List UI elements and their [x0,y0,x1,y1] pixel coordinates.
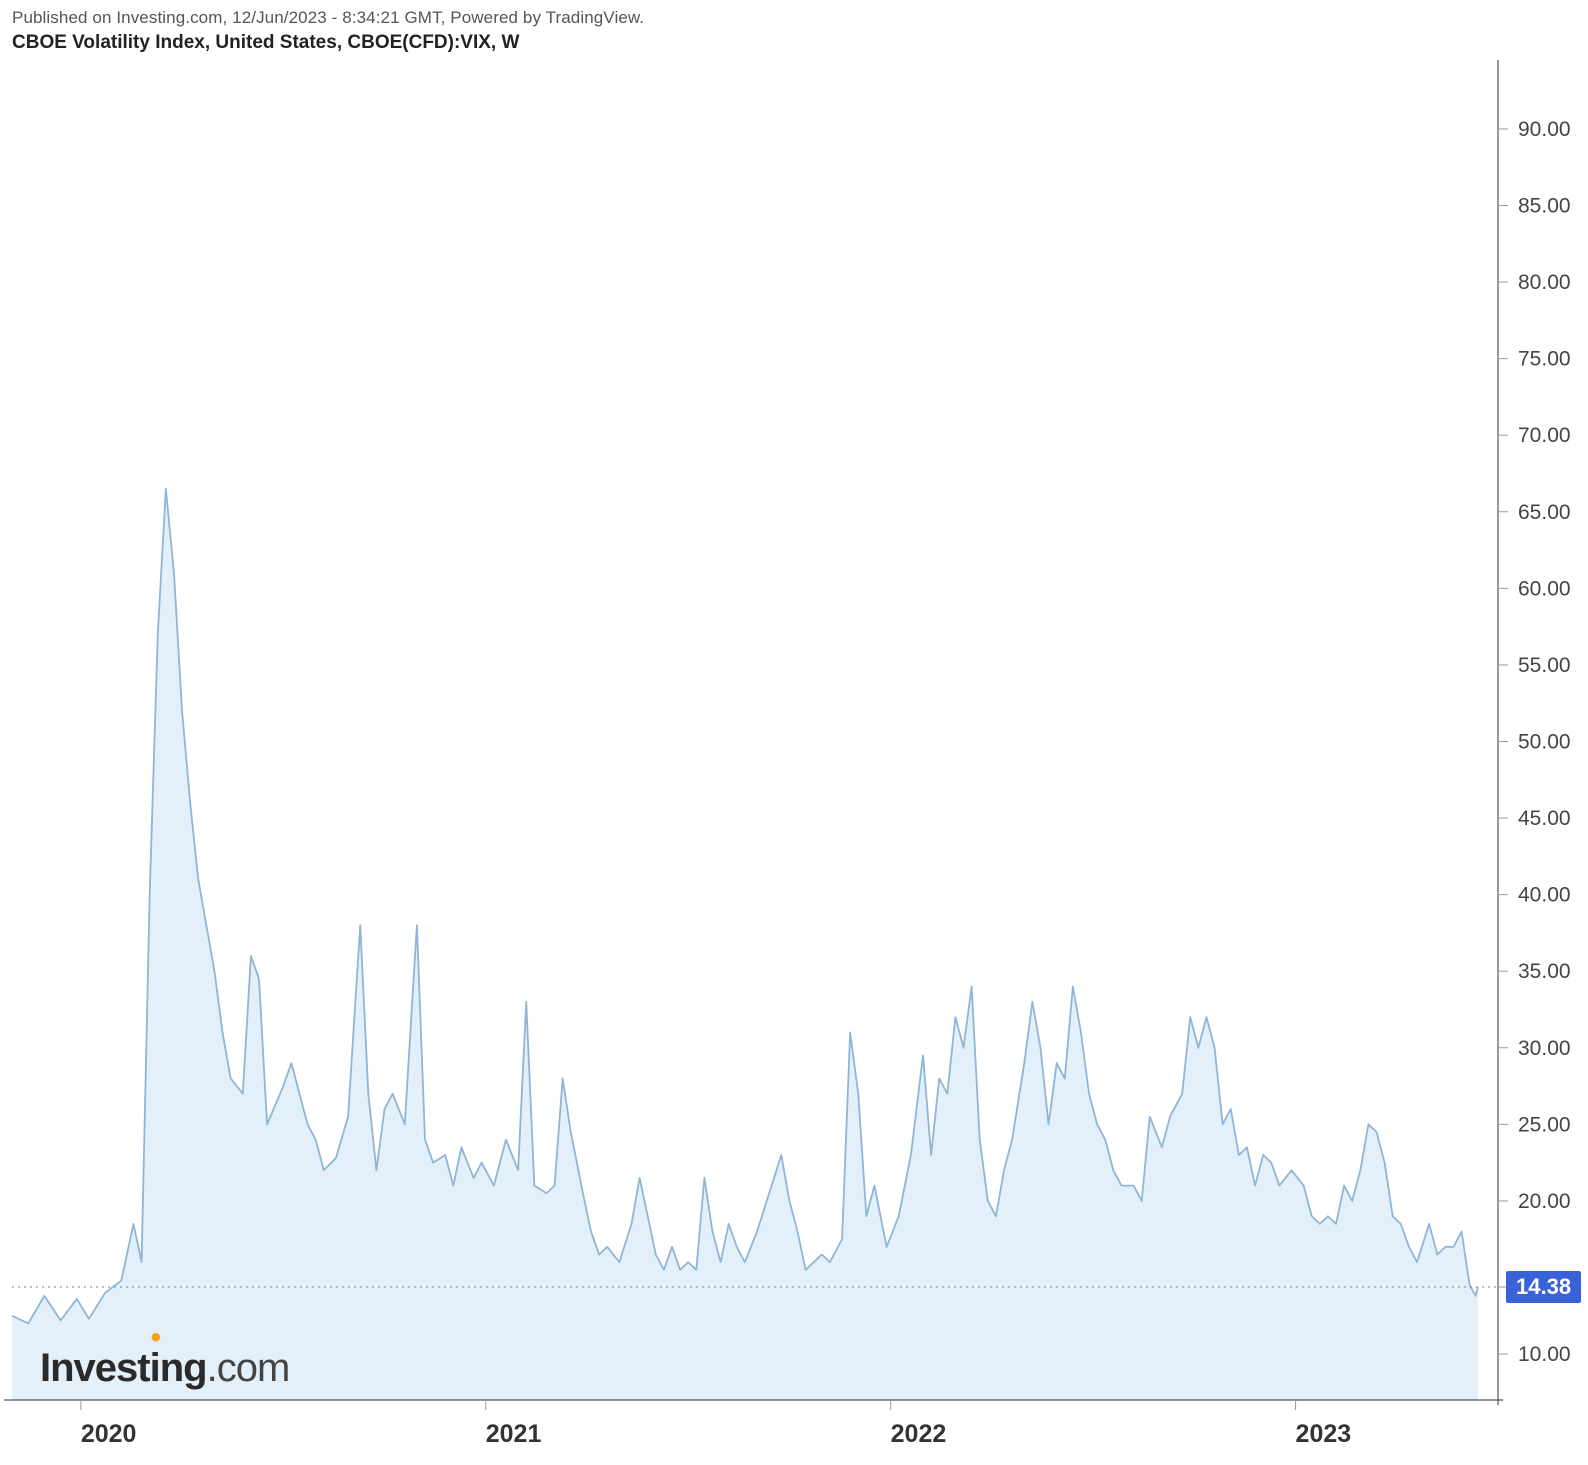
chart-header: Published on Investing.com, 12/Jun/2023 … [0,0,1588,54]
y-tick-label: 40.00 [1518,884,1571,907]
logo-text-com: .com [207,1346,290,1390]
y-tick-label: 80.00 [1518,271,1571,294]
x-tick-label: 2023 [1296,1420,1352,1448]
y-tick-label: 30.00 [1518,1037,1571,1060]
current-price-badge: 14.38 [1506,1271,1581,1303]
chart-svg: 10.00 20.00 25.00 30.00 35.00 40.00 45.00 50.00… [0,60,1588,1465]
y-tick-label: 50.00 [1518,730,1571,753]
y-tick-label: 35.00 [1518,960,1571,983]
y-tick-label: 65.00 [1518,501,1571,524]
y-tick-label: 20.00 [1518,1190,1571,1213]
investing-logo: Investing.com [40,1346,289,1391]
chart-plot-area[interactable]: 10.00 20.00 25.00 30.00 35.00 40.00 45.00 50.00… [0,60,1588,1465]
y-tick-label: 70.00 [1518,424,1571,447]
y-tick-label: 55.00 [1518,654,1571,677]
current-price-value: 14.38 [1516,1274,1571,1299]
logo-text-investing: Investing [40,1346,207,1390]
y-tick-label: 25.00 [1518,1113,1571,1136]
published-line: Published on Investing.com, 12/Jun/2023 … [12,8,1576,28]
y-tick-label: 90.00 [1518,118,1571,141]
x-tick-label: 2021 [486,1420,542,1448]
chart-screenshot: Published on Investing.com, 12/Jun/2023 … [0,0,1588,1465]
y-tick-label: 10.00 [1518,1343,1571,1366]
area-fill [12,489,1478,1400]
y-tick-label: 45.00 [1518,807,1571,830]
y-tick-label: 75.00 [1518,348,1571,371]
y-tick-label: 60.00 [1518,577,1571,600]
x-tick-label: 2022 [891,1420,947,1448]
chart-title: CBOE Volatility Index, United States, CB… [12,32,1576,54]
x-tick-label: 2020 [81,1420,137,1448]
y-tick-label: 85.00 [1518,194,1571,217]
